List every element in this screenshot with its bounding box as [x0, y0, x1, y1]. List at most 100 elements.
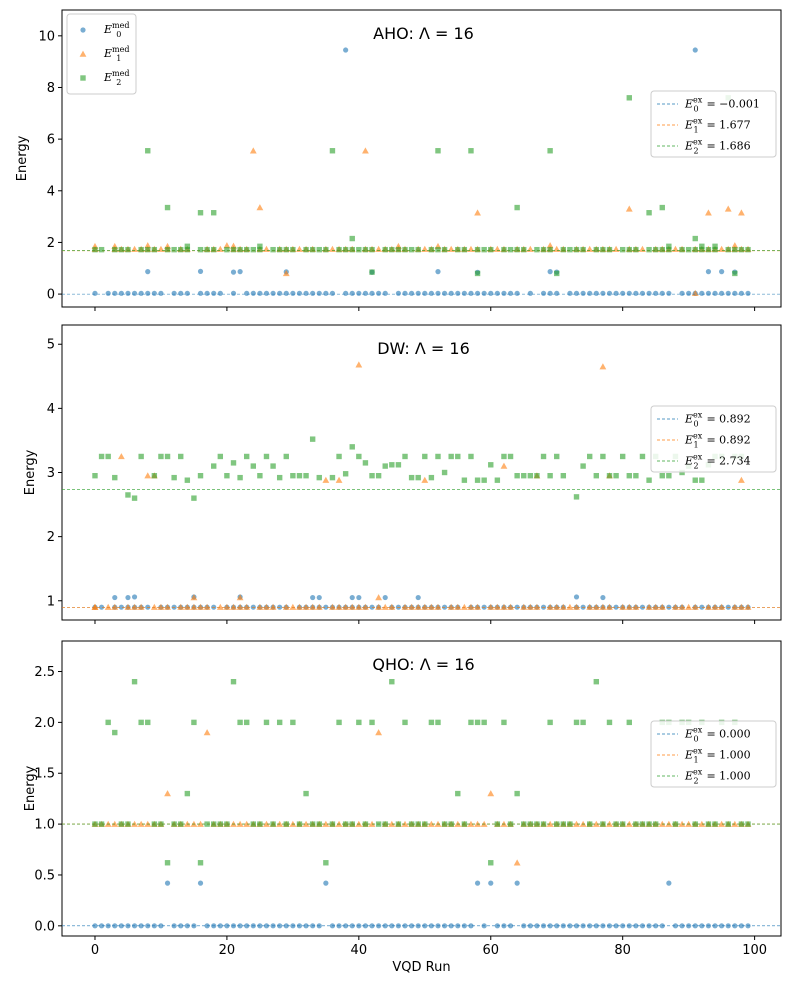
data-point-e0 — [230, 269, 237, 275]
data-point-e0 — [428, 923, 434, 929]
data-point-e2 — [402, 719, 408, 726]
data-point-e2 — [474, 719, 481, 726]
data-point-e0 — [244, 290, 250, 296]
data-point-e2 — [336, 719, 342, 726]
data-point-e0 — [534, 923, 540, 929]
data-point-e0 — [204, 290, 210, 296]
data-point-e1 — [289, 820, 297, 827]
data-point-e1 — [606, 603, 613, 610]
data-point-e1 — [230, 820, 237, 827]
data-point-e2 — [224, 821, 230, 827]
data-point-e0 — [151, 290, 157, 296]
data-point-e0 — [118, 604, 124, 610]
data-point-e0 — [125, 290, 131, 296]
data-point-e2 — [362, 246, 369, 253]
data-point-e1 — [678, 820, 686, 827]
data-point-e0 — [501, 290, 507, 296]
data-point-e0 — [244, 923, 250, 929]
data-point-e2 — [435, 453, 441, 460]
data-point-e1 — [731, 820, 739, 827]
data-point-e1 — [460, 603, 468, 610]
data-point-e0 — [197, 268, 204, 274]
data-point-e1 — [362, 147, 369, 154]
data-point-e2 — [619, 453, 626, 460]
data-point-e0 — [507, 923, 514, 929]
data-point-e0 — [118, 923, 124, 929]
data-point-e1 — [236, 603, 244, 610]
data-point-e2 — [342, 246, 349, 253]
legend-label-e0: Eex 0 = −0.001 — [684, 96, 760, 114]
legend-label-e1: Eex 1 = 1.000 — [684, 747, 751, 765]
data-point-e2 — [547, 473, 553, 479]
data-point-e1 — [269, 603, 277, 610]
data-point-e0 — [382, 290, 388, 296]
data-point-e1 — [91, 603, 99, 610]
data-point-e2 — [138, 246, 144, 253]
legend-label-e1: Emed 1 — [103, 45, 129, 63]
data-point-e1 — [203, 603, 211, 610]
data-point-e0 — [633, 923, 639, 929]
data-point-e0 — [646, 290, 652, 296]
data-point-e1 — [131, 603, 138, 610]
data-point-e2 — [237, 246, 243, 253]
data-point-e0 — [580, 290, 586, 296]
data-point-e2 — [178, 453, 184, 460]
data-point-e1 — [263, 820, 270, 827]
data-point-e0 — [712, 290, 718, 296]
data-point-e0 — [98, 604, 105, 610]
data-point-e0 — [474, 880, 481, 886]
y-axis-title: Energy — [15, 135, 30, 181]
data-point-e2 — [738, 821, 745, 827]
data-point-e0 — [725, 290, 731, 296]
data-point-e2 — [283, 821, 289, 827]
data-point-e0 — [323, 880, 329, 886]
data-point-e0 — [323, 290, 329, 296]
data-point-e2 — [356, 719, 362, 726]
data-point-e1 — [401, 603, 409, 610]
data-point-e1 — [342, 603, 350, 610]
data-point-e0 — [455, 290, 461, 296]
data-point-e0 — [92, 290, 98, 296]
data-point-e2 — [428, 246, 435, 253]
data-point-e1 — [355, 361, 363, 368]
data-point-e0 — [197, 880, 204, 886]
data-point-e0 — [283, 290, 289, 296]
data-point-e2 — [178, 246, 184, 253]
data-point-e2 — [699, 243, 705, 250]
data-point-e0 — [329, 290, 336, 296]
panel-title: DW: Λ = 16 — [377, 339, 470, 358]
data-point-e1 — [144, 472, 152, 479]
data-point-e1 — [625, 603, 633, 610]
data-point-e0 — [527, 290, 533, 296]
y-tick-label: 2 — [47, 530, 55, 545]
data-point-e1 — [256, 603, 264, 610]
data-point-e0 — [488, 290, 494, 296]
data-point-e1 — [124, 603, 132, 610]
data-point-e2 — [164, 453, 171, 460]
data-point-e2 — [211, 210, 217, 216]
data-point-e1 — [249, 147, 257, 154]
data-point-e2 — [435, 148, 441, 154]
data-point-e2 — [290, 246, 296, 253]
data-point-e0 — [593, 290, 599, 296]
data-point-e0 — [138, 290, 144, 296]
data-point-e0 — [613, 290, 619, 296]
legend-label-e0: Eex 0 = 0.000 — [684, 726, 751, 744]
data-point-e0 — [415, 290, 421, 296]
data-point-e1 — [474, 820, 481, 827]
data-point-e2 — [626, 719, 632, 726]
data-point-e0 — [587, 290, 593, 296]
data-point-e2 — [554, 821, 560, 827]
data-point-e1 — [302, 820, 310, 827]
data-point-e2 — [600, 453, 606, 460]
y-tick-label: 4 — [47, 184, 55, 199]
data-point-e1 — [480, 820, 488, 827]
data-point-e0 — [237, 923, 243, 929]
data-point-e1 — [526, 603, 534, 610]
data-point-e2 — [560, 473, 567, 479]
data-point-e2 — [646, 210, 652, 216]
data-point-e2 — [547, 719, 553, 726]
data-point-e2 — [422, 453, 428, 460]
data-point-e0 — [211, 290, 217, 296]
data-point-e0 — [158, 923, 164, 929]
